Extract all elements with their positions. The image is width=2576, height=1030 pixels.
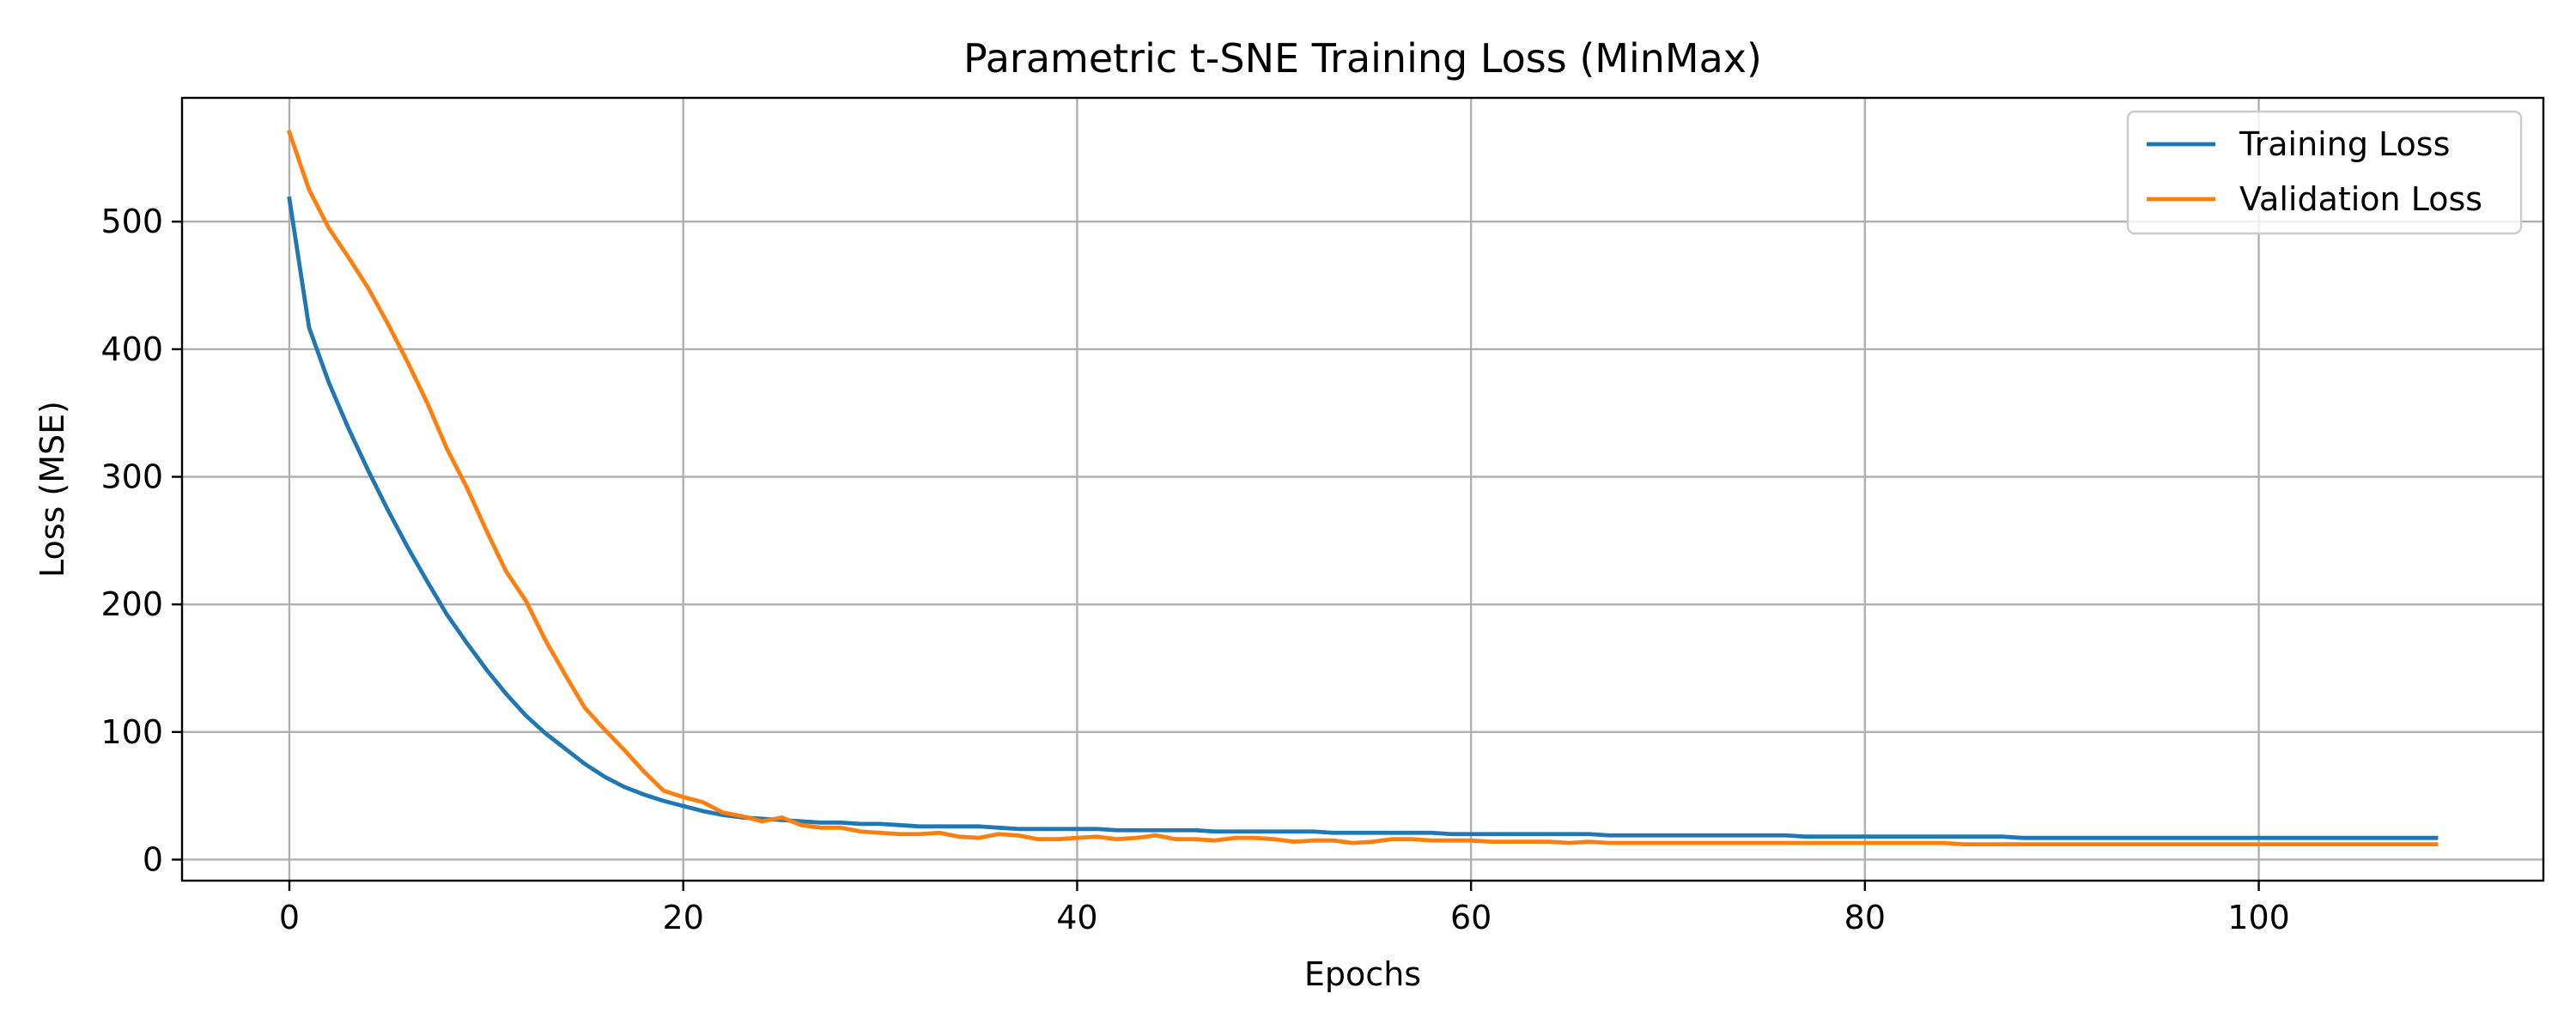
x-tick-label: 100 [2227, 899, 2290, 936]
x-tick-label: 60 [1450, 899, 1492, 936]
y-tick-label: 0 [143, 840, 163, 878]
legend-label-validation: Validation Loss [2239, 180, 2482, 218]
legend-label-training: Training Loss [2239, 125, 2450, 163]
validation-loss-line [286, 130, 2439, 847]
plot-frame [180, 96, 2545, 882]
axis-ticks: 0 20 40 60 80 100 0 100 200 300 400 500 [100, 203, 2289, 936]
grid-lines [182, 98, 2543, 881]
x-tick-label: 20 [663, 899, 704, 936]
y-tick-label: 300 [100, 458, 163, 496]
y-tick-label: 500 [100, 203, 163, 240]
x-axis-label: Epochs [1304, 955, 1421, 993]
x-tick-label: 0 [279, 899, 300, 936]
legend-box [2126, 110, 2523, 235]
y-tick-label: 100 [100, 713, 163, 751]
y-tick-label: 400 [100, 330, 163, 368]
x-tick-label: 40 [1056, 899, 1097, 936]
x-tick-label: 80 [1844, 899, 1886, 936]
legend: Training Loss Validation Loss [2126, 110, 2523, 235]
training-loss-line [287, 196, 2439, 840]
series-lines [286, 130, 2439, 847]
y-tick-label: 200 [100, 585, 163, 623]
y-axis-label: Loss (MSE) [33, 401, 71, 578]
chart-title: Parametric t-SNE Training Loss (MinMax) [963, 35, 1762, 82]
